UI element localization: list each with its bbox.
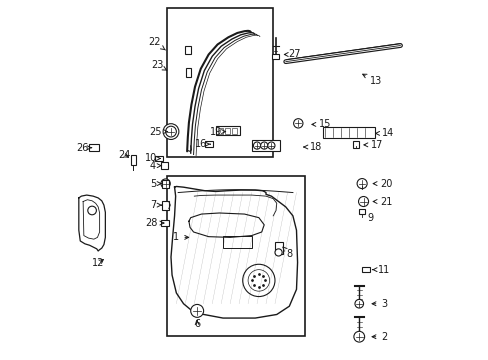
Bar <box>223 235 251 248</box>
Bar <box>274 242 282 254</box>
Text: 4: 4 <box>150 161 162 171</box>
Bar <box>155 156 163 161</box>
Text: 5: 5 <box>150 179 162 189</box>
Text: 15: 15 <box>311 120 331 129</box>
Text: 24: 24 <box>118 150 130 160</box>
Circle shape <box>356 179 366 189</box>
Bar <box>186 68 191 77</box>
Bar <box>272 54 278 59</box>
Text: 3: 3 <box>371 299 386 309</box>
Text: 1: 1 <box>173 232 188 242</box>
Circle shape <box>274 249 282 256</box>
Text: 28: 28 <box>145 218 163 228</box>
Bar <box>215 126 240 135</box>
Bar <box>323 127 375 138</box>
Text: 23: 23 <box>151 60 166 70</box>
Text: 22: 22 <box>147 37 165 50</box>
Text: 2: 2 <box>371 332 386 342</box>
Bar <box>161 220 168 226</box>
Circle shape <box>293 119 303 128</box>
Circle shape <box>163 124 179 139</box>
Bar <box>217 128 222 134</box>
Text: 8: 8 <box>283 247 292 258</box>
Text: 19: 19 <box>209 127 225 136</box>
Bar <box>88 144 99 151</box>
Text: 7: 7 <box>150 200 162 210</box>
Bar <box>131 155 136 165</box>
Bar <box>359 209 364 214</box>
Circle shape <box>165 126 176 137</box>
Bar <box>224 128 229 134</box>
Text: 26: 26 <box>76 143 91 153</box>
Bar <box>231 128 237 134</box>
Bar <box>162 180 168 188</box>
Circle shape <box>353 331 364 342</box>
Text: 20: 20 <box>372 179 391 189</box>
Text: 21: 21 <box>372 197 391 207</box>
Bar <box>251 140 280 151</box>
Text: 13: 13 <box>362 74 382 86</box>
Circle shape <box>161 179 170 188</box>
Bar <box>205 141 213 147</box>
Text: 11: 11 <box>372 265 390 275</box>
Circle shape <box>260 142 267 149</box>
Text: 17: 17 <box>363 140 383 150</box>
Circle shape <box>354 300 363 308</box>
Circle shape <box>88 206 96 215</box>
Bar <box>352 141 358 148</box>
Text: 16: 16 <box>195 139 210 149</box>
Text: 25: 25 <box>149 127 167 136</box>
Text: 10: 10 <box>145 153 160 163</box>
Text: 18: 18 <box>303 142 322 152</box>
Circle shape <box>267 142 274 149</box>
Text: 6: 6 <box>194 319 200 329</box>
Circle shape <box>358 197 368 207</box>
Text: 9: 9 <box>366 213 372 222</box>
Bar <box>167 8 273 157</box>
Text: 14: 14 <box>375 129 393 138</box>
Bar <box>184 46 191 54</box>
Bar <box>162 201 168 210</box>
Bar <box>167 176 305 336</box>
Text: 12: 12 <box>92 258 104 268</box>
Circle shape <box>253 142 260 149</box>
Bar <box>161 162 168 169</box>
Text: 27: 27 <box>284 49 300 59</box>
Bar <box>362 267 369 272</box>
Circle shape <box>190 305 203 318</box>
